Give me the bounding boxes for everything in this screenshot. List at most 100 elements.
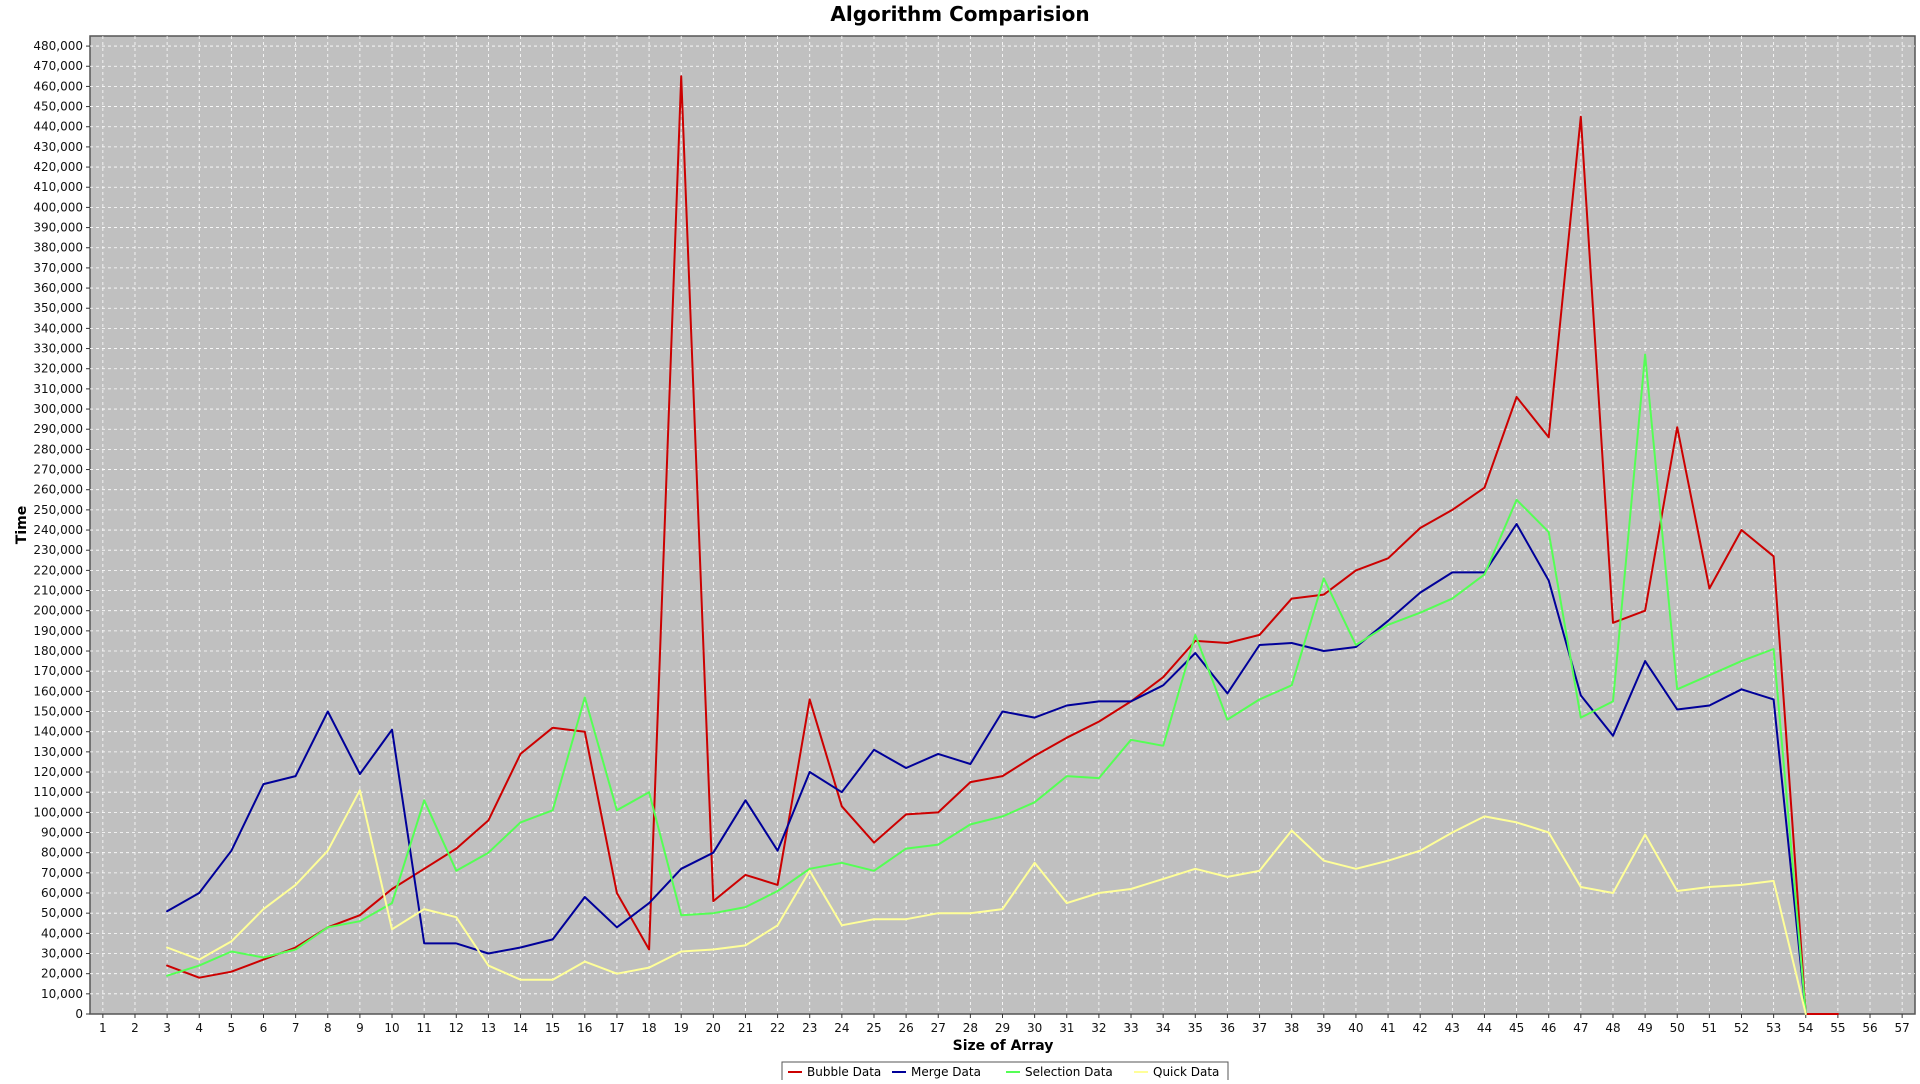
x-tick-label: 32 <box>1091 1021 1106 1035</box>
legend-label-bubble-data: Bubble Data <box>807 1065 881 1079</box>
x-tick-label: 6 <box>260 1021 268 1035</box>
series-line-merge-data <box>166 523 1807 1015</box>
x-tick-label: 42 <box>1413 1021 1428 1035</box>
y-tick-label: 390,000 <box>33 221 83 235</box>
y-tick-label: 10,000 <box>41 987 83 1001</box>
legend-label-merge-data: Merge Data <box>911 1065 981 1079</box>
x-tick-label: 18 <box>641 1021 656 1035</box>
x-tick-label: 1 <box>99 1021 107 1035</box>
x-tick-label: 13 <box>481 1021 496 1035</box>
x-tick-label: 22 <box>770 1021 785 1035</box>
y-tick-label: 90,000 <box>41 826 83 840</box>
x-tick-label: 27 <box>931 1021 946 1035</box>
y-tick-label: 110,000 <box>33 785 83 799</box>
y-tick-label: 190,000 <box>33 624 83 638</box>
legend: Bubble Data Merge Data Selection Data Quick… <box>781 1061 1229 1083</box>
y-tick-label: 400,000 <box>33 200 83 214</box>
series-group <box>166 75 1839 1015</box>
y-tick-label: 420,000 <box>33 160 83 174</box>
y-tick-label: 160,000 <box>33 684 83 698</box>
x-tick-label: 16 <box>577 1021 592 1035</box>
y-tick-label: 360,000 <box>33 281 83 295</box>
y-tick-label: 470,000 <box>33 59 83 73</box>
y-tick-label: 100,000 <box>33 805 83 819</box>
y-tick-label: 230,000 <box>33 543 83 557</box>
y-tick-label: 450,000 <box>33 100 83 114</box>
y-tick-label: 140,000 <box>33 725 83 739</box>
x-tick-label: 48 <box>1605 1021 1620 1035</box>
y-tick-label: 30,000 <box>41 947 83 961</box>
x-tick-label: 17 <box>609 1021 624 1035</box>
y-tick-label: 130,000 <box>33 745 83 759</box>
x-tick-label: 7 <box>292 1021 300 1035</box>
x-tick-label: 29 <box>995 1021 1010 1035</box>
x-tick-label: 40 <box>1348 1021 1363 1035</box>
y-tick-label: 240,000 <box>33 523 83 537</box>
y-tick-label: 200,000 <box>33 604 83 618</box>
x-tick-label: 9 <box>356 1021 364 1035</box>
x-tick-label: 47 <box>1573 1021 1588 1035</box>
x-tick-label: 4 <box>195 1021 203 1035</box>
y-tick-label: 300,000 <box>33 402 83 416</box>
x-axis: 1 2 3 4 5 6 7 8 9 10 11 12 13 14 15 16 17 18 19 20 21 22 23 24 2… <box>99 1014 1910 1035</box>
x-tick-label: 49 <box>1637 1021 1652 1035</box>
y-tick-label: 310,000 <box>33 382 83 396</box>
x-tick-label: 8 <box>324 1021 332 1035</box>
x-tick-label: 5 <box>228 1021 236 1035</box>
y-tick-label: 50,000 <box>41 906 83 920</box>
y-tick-label: 440,000 <box>33 120 83 134</box>
series-line-bubble-data <box>166 75 1839 1015</box>
y-tick-label: 150,000 <box>33 705 83 719</box>
x-tick-label: 43 <box>1445 1021 1460 1035</box>
y-tick-label: 40,000 <box>41 926 83 940</box>
y-tick-label: 430,000 <box>33 140 83 154</box>
y-tick-label: 20,000 <box>41 967 83 981</box>
x-tick-label: 51 <box>1702 1021 1717 1035</box>
y-tick-label: 280,000 <box>33 442 83 456</box>
y-tick-label: 270,000 <box>33 463 83 477</box>
y-tick-label: 120,000 <box>33 765 83 779</box>
x-tick-label: 50 <box>1670 1021 1685 1035</box>
x-tick-label: 46 <box>1541 1021 1556 1035</box>
x-tick-label: 23 <box>802 1021 817 1035</box>
y-tick-label: 330,000 <box>33 342 83 356</box>
y-axis-label: Time <box>14 506 30 544</box>
y-tick-label: 260,000 <box>33 483 83 497</box>
legend-label-selection-data: Selection Data <box>1025 1065 1113 1079</box>
y-axis: 0 10,000 20,000 30,000 40,000 50,000 60,000 70,… <box>33 39 90 1021</box>
legend-label-quick-data: Quick Data <box>1153 1065 1219 1079</box>
x-tick-label: 26 <box>898 1021 913 1035</box>
y-tick-label: 80,000 <box>41 846 83 860</box>
x-tick-label: 11 <box>417 1021 432 1035</box>
x-tick-label: 10 <box>384 1021 399 1035</box>
x-tick-label: 57 <box>1895 1021 1910 1035</box>
x-tick-label: 34 <box>1156 1021 1171 1035</box>
x-tick-label: 31 <box>1059 1021 1074 1035</box>
y-tick-label: 410,000 <box>33 180 83 194</box>
x-axis-label: Size of Array <box>953 1038 1054 1054</box>
y-tick-label: 220,000 <box>33 563 83 577</box>
x-tick-label: 37 <box>1252 1021 1267 1035</box>
x-tick-label: 39 <box>1316 1021 1331 1035</box>
y-tick-label: 340,000 <box>33 321 83 335</box>
x-tick-label: 2 <box>131 1021 139 1035</box>
x-tick-label: 15 <box>545 1021 560 1035</box>
x-tick-label: 41 <box>1380 1021 1395 1035</box>
y-tick-label: 250,000 <box>33 503 83 517</box>
y-tick-label: 350,000 <box>33 301 83 315</box>
x-tick-label: 20 <box>706 1021 721 1035</box>
y-tick-label: 320,000 <box>33 362 83 376</box>
y-tick-label: 0 <box>75 1007 83 1021</box>
y-tick-label: 460,000 <box>33 79 83 93</box>
x-tick-label: 19 <box>674 1021 689 1035</box>
x-tick-label: 25 <box>866 1021 881 1035</box>
x-tick-label: 36 <box>1220 1021 1235 1035</box>
x-tick-label: 24 <box>834 1021 849 1035</box>
x-tick-label: 53 <box>1766 1021 1781 1035</box>
series-line-selection-data <box>166 353 1807 1015</box>
y-tick-label: 70,000 <box>41 866 83 880</box>
y-tick-label: 290,000 <box>33 422 83 436</box>
y-tick-label: 170,000 <box>33 664 83 678</box>
